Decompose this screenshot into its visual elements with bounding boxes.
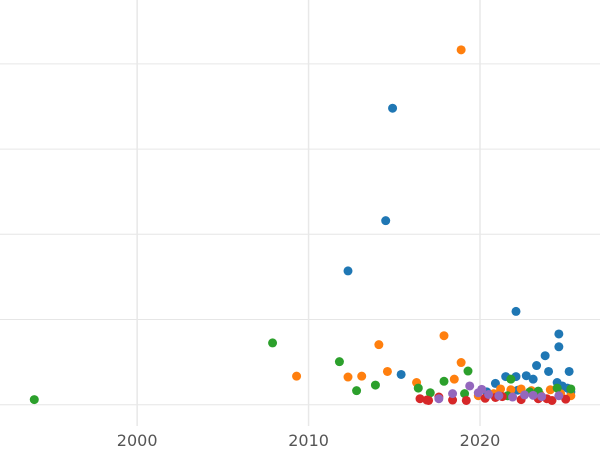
grid-lines — [0, 0, 600, 426]
data-point-series-0-5 — [554, 342, 564, 352]
x-tick-label-2020: 2020 — [460, 431, 501, 450]
data-point-series-1-3 — [456, 358, 466, 368]
data-point-series-4-10 — [473, 388, 483, 398]
data-point-series-1-1 — [439, 331, 449, 341]
x-axis-tick-labels: 2000 2010 2020 — [117, 431, 501, 450]
data-point-series-1-5 — [292, 371, 302, 381]
x-tick-label-2000: 2000 — [117, 431, 158, 450]
data-point-series-3-10 — [561, 394, 571, 404]
data-point-series-2-13 — [552, 383, 562, 393]
data-point-series-0-10 — [396, 369, 406, 379]
data-point-series-0-1 — [381, 216, 391, 226]
data-point-series-2-8 — [352, 386, 362, 396]
data-point-series-0-3 — [511, 306, 521, 316]
data-point-series-3-4 — [461, 395, 471, 405]
data-point-series-0-2 — [343, 266, 353, 276]
data-point-series-0-7 — [532, 361, 542, 371]
data-point-series-4-4 — [494, 391, 504, 401]
data-point-series-4-9 — [434, 394, 444, 404]
data-point-series-0-9 — [564, 366, 574, 376]
data-point-series-4-8 — [554, 391, 564, 401]
data-point-series-2-5 — [439, 376, 449, 386]
data-point-series-2-9 — [425, 388, 435, 398]
data-point-series-3-3 — [448, 395, 458, 405]
data-point-series-2-1 — [268, 338, 278, 348]
x-tick-label-2010: 2010 — [288, 431, 329, 450]
data-point-series-0-13 — [521, 371, 531, 381]
data-point-series-2-10 — [460, 389, 470, 399]
data-point-series-4-0 — [448, 389, 458, 399]
data-points — [29, 45, 576, 405]
data-point-series-2-14 — [566, 384, 576, 394]
data-point-series-2-4 — [506, 374, 516, 384]
data-point-series-1-2 — [374, 340, 384, 350]
data-point-series-1-6 — [343, 372, 353, 382]
data-point-series-4-11 — [528, 390, 538, 400]
data-point-series-4-7 — [537, 392, 547, 402]
data-point-series-0-0 — [388, 103, 398, 113]
data-point-series-2-6 — [370, 380, 380, 390]
data-point-series-0-14 — [528, 374, 538, 384]
data-point-series-1-0 — [456, 45, 466, 55]
data-point-series-0-8 — [544, 366, 554, 376]
data-point-series-2-0 — [29, 395, 39, 405]
data-point-series-1-4 — [382, 366, 392, 376]
data-point-series-0-6 — [540, 351, 550, 361]
data-point-series-1-10 — [496, 384, 506, 394]
data-point-series-1-14 — [545, 385, 555, 395]
data-point-series-3-11 — [422, 395, 432, 405]
data-point-series-2-3 — [463, 366, 473, 376]
data-point-series-4-5 — [508, 392, 518, 402]
data-point-series-4-1 — [465, 381, 475, 391]
data-point-series-2-7 — [413, 383, 423, 393]
data-point-series-1-7 — [357, 371, 367, 381]
data-point-series-4-6 — [520, 390, 530, 400]
data-point-series-3-0 — [415, 394, 425, 404]
data-point-series-2-2 — [334, 357, 344, 367]
data-point-series-0-4 — [554, 329, 564, 339]
data-point-series-4-3 — [484, 389, 494, 399]
data-point-series-1-8 — [449, 374, 459, 384]
